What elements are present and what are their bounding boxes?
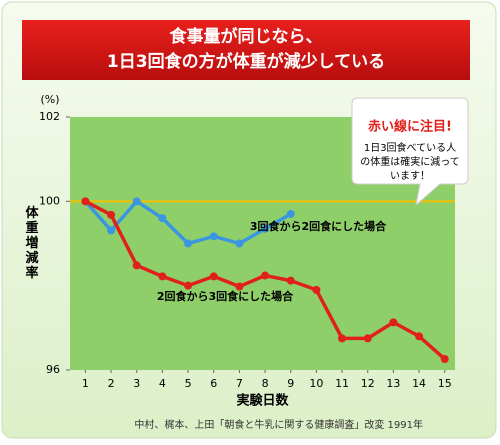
point bbox=[286, 209, 295, 218]
y-tick-label: 100 bbox=[39, 194, 60, 207]
x-tick-label: 1 bbox=[82, 377, 89, 390]
point bbox=[107, 226, 116, 235]
point bbox=[440, 355, 449, 364]
title-line: 食事量が同じなら、 bbox=[170, 26, 323, 47]
x-tick-label: 9 bbox=[287, 377, 294, 390]
y-tick-label: 102 bbox=[39, 110, 60, 123]
point bbox=[312, 285, 321, 294]
x-tick-label: 5 bbox=[185, 377, 192, 390]
y-tick-label: 96 bbox=[46, 363, 60, 376]
point bbox=[363, 334, 372, 343]
x-tick-label: 14 bbox=[412, 377, 426, 390]
point bbox=[132, 261, 141, 270]
callout-text: の体重は確実に減って bbox=[360, 155, 460, 168]
x-tick-label: 8 bbox=[262, 377, 269, 390]
point bbox=[184, 239, 193, 248]
x-tick-label: 15 bbox=[438, 377, 452, 390]
source: 中村、梶本、上田「朝食と牛乳に関する健康調査」改変 1991年 bbox=[134, 418, 423, 431]
x-tick-label: 3 bbox=[133, 377, 140, 390]
x-tick-label: 6 bbox=[210, 377, 217, 390]
title-banner bbox=[22, 20, 470, 80]
x-axis-label: 実験日数 bbox=[236, 393, 289, 409]
x-tick-label: 10 bbox=[309, 377, 323, 390]
series-label: 3回食から2回食にした場合 bbox=[250, 219, 387, 233]
x-tick-label: 2 bbox=[108, 377, 115, 390]
point bbox=[158, 272, 167, 281]
point bbox=[235, 239, 244, 248]
point bbox=[132, 197, 141, 206]
point bbox=[415, 332, 424, 341]
point bbox=[81, 197, 90, 206]
y-unit: (%) bbox=[40, 93, 59, 106]
x-tick-label: 13 bbox=[386, 377, 400, 390]
point bbox=[184, 281, 193, 290]
y-axis-label: 体重増減率 bbox=[23, 205, 39, 281]
callout-bubble bbox=[351, 97, 469, 207]
callout-heading: 赤い線に注目! bbox=[368, 119, 452, 135]
callout-text: います！ bbox=[390, 170, 430, 182]
point bbox=[261, 271, 270, 280]
point bbox=[389, 318, 398, 327]
x-tick-label: 12 bbox=[361, 377, 375, 390]
point bbox=[286, 276, 295, 285]
point bbox=[261, 224, 270, 233]
point bbox=[107, 210, 116, 219]
point bbox=[209, 232, 218, 241]
series-label: 2回食から3回食にした場合 bbox=[157, 289, 294, 303]
callout-text: 1日3回食べている人 bbox=[364, 141, 456, 154]
x-tick-label: 4 bbox=[159, 377, 166, 390]
point bbox=[235, 282, 244, 291]
point bbox=[209, 272, 218, 281]
x-tick-label: 7 bbox=[236, 377, 243, 390]
point bbox=[338, 334, 347, 343]
title-line: 1日3回食の方が体重が減少している bbox=[107, 51, 385, 72]
x-tick-label: 11 bbox=[335, 377, 349, 390]
point bbox=[158, 214, 167, 223]
